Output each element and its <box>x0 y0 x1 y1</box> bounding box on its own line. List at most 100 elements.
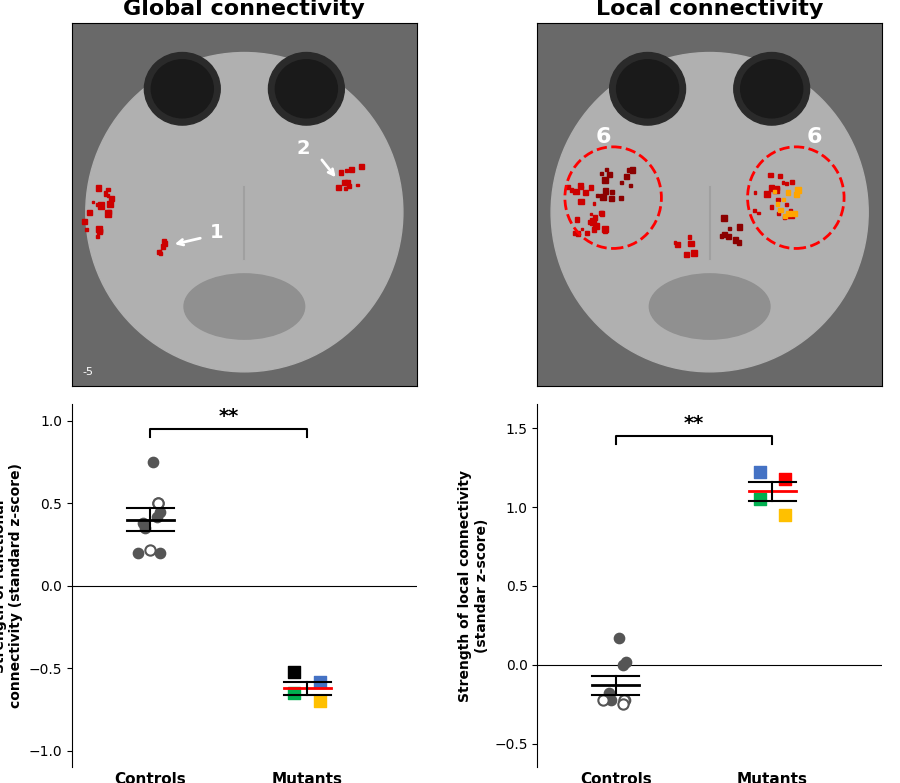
Bar <box>580 186 583 189</box>
Bar <box>691 250 698 256</box>
Bar <box>107 200 112 207</box>
Bar <box>83 219 87 224</box>
Bar <box>159 250 161 252</box>
Ellipse shape <box>275 60 338 117</box>
Bar <box>782 181 785 184</box>
Bar <box>778 207 783 212</box>
Bar <box>776 186 779 189</box>
Bar <box>576 231 580 236</box>
Point <box>150 511 165 523</box>
Bar <box>624 174 629 179</box>
Bar <box>786 182 788 185</box>
Bar <box>758 212 760 215</box>
Bar <box>107 210 112 214</box>
Ellipse shape <box>609 52 686 125</box>
Bar <box>339 171 343 175</box>
Bar <box>736 224 742 229</box>
Bar <box>602 177 608 183</box>
Bar <box>593 215 598 220</box>
Bar <box>162 239 166 244</box>
Bar <box>786 190 790 194</box>
Bar <box>789 180 794 185</box>
Bar <box>602 226 608 232</box>
Bar <box>675 243 680 247</box>
Bar <box>578 182 583 189</box>
Bar <box>776 201 779 206</box>
Text: -5: -5 <box>82 367 94 377</box>
Point <box>616 693 631 705</box>
Point <box>150 497 165 510</box>
Bar <box>769 172 773 178</box>
Bar <box>99 229 103 233</box>
Point <box>778 509 792 521</box>
Bar <box>789 209 792 212</box>
Bar <box>96 226 102 232</box>
Point <box>138 522 152 535</box>
Bar <box>688 236 691 239</box>
Bar <box>605 189 608 192</box>
Y-axis label: Strength of local connectivity
(standar z-score): Strength of local connectivity (standar … <box>458 470 489 702</box>
Bar <box>590 213 592 215</box>
Point <box>312 695 327 708</box>
Point <box>130 547 145 559</box>
Bar <box>769 185 774 191</box>
Bar <box>345 179 349 185</box>
Bar <box>98 203 104 208</box>
Bar <box>785 203 788 206</box>
Bar <box>753 209 756 212</box>
Ellipse shape <box>741 60 803 117</box>
Bar <box>619 196 624 200</box>
Bar <box>674 241 676 244</box>
Bar <box>109 196 113 201</box>
Bar <box>580 228 583 230</box>
Point <box>601 687 616 699</box>
Title: Local connectivity: Local connectivity <box>596 0 824 19</box>
Bar <box>734 237 738 243</box>
Bar <box>620 181 623 184</box>
Bar <box>600 172 603 175</box>
Bar <box>737 240 742 244</box>
Bar <box>776 197 779 201</box>
Bar <box>786 211 792 216</box>
Bar <box>721 215 727 221</box>
Bar <box>337 185 341 190</box>
Point <box>312 675 327 687</box>
Bar <box>85 228 88 231</box>
Bar <box>159 252 162 255</box>
Point <box>612 632 626 644</box>
Bar <box>107 194 110 197</box>
Bar <box>778 212 780 215</box>
Bar <box>585 231 590 236</box>
Bar <box>158 250 161 254</box>
Bar <box>96 203 99 206</box>
Bar <box>783 215 787 218</box>
Bar <box>95 186 102 191</box>
Bar <box>572 231 577 236</box>
Bar <box>794 192 798 197</box>
Point <box>616 698 630 710</box>
Bar <box>773 190 776 193</box>
Bar <box>589 186 593 190</box>
Point <box>136 517 150 529</box>
Bar <box>770 205 773 208</box>
Point <box>287 687 302 699</box>
Bar <box>764 192 770 197</box>
Bar <box>163 241 167 246</box>
Bar <box>591 227 597 232</box>
Point <box>752 466 767 478</box>
Bar <box>104 191 107 196</box>
Bar <box>590 218 596 225</box>
Text: 1: 1 <box>210 222 223 242</box>
Point <box>147 456 161 468</box>
Bar <box>626 168 631 172</box>
Point <box>596 693 610 705</box>
Bar <box>566 185 570 189</box>
Ellipse shape <box>616 60 679 117</box>
Bar <box>782 197 786 201</box>
Bar <box>789 214 794 218</box>
Bar <box>784 216 786 218</box>
Bar <box>599 211 604 215</box>
Bar <box>96 235 99 238</box>
Bar <box>92 201 94 204</box>
Text: **: ** <box>219 407 238 426</box>
